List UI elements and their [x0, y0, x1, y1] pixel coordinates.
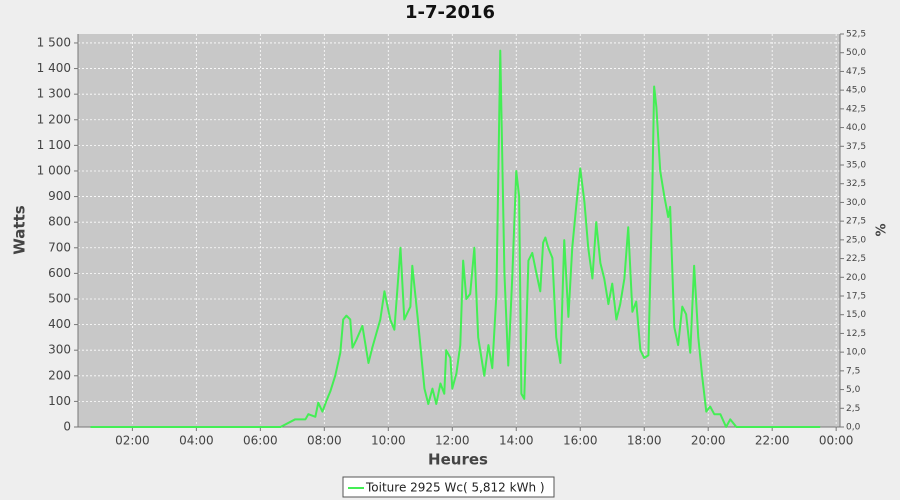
- y-tick-label: 1 400: [37, 61, 71, 75]
- x-tick-label: 20:00: [691, 434, 726, 448]
- y2-tick-label: 32,5: [846, 179, 866, 189]
- y-tick-label: 500: [48, 291, 71, 305]
- plot-area: [78, 34, 840, 427]
- y2-tick-label: 7,5: [846, 366, 860, 376]
- x-tick-label: 04:00: [179, 434, 214, 448]
- y-tick-label: 100: [48, 394, 71, 408]
- y2-tick-label: 2,5: [846, 404, 860, 414]
- y-tick-label: 1 200: [37, 112, 71, 126]
- y-tick-label: 200: [48, 368, 71, 382]
- y2-tick-label: 5,0: [846, 385, 861, 395]
- y-tick-label: 0: [63, 420, 71, 434]
- y2-tick-label: 52,5: [846, 30, 866, 40]
- y2-tick-label: 25,0: [846, 235, 866, 245]
- y-tick-label: 800: [48, 215, 71, 229]
- x-tick-label: 12:00: [435, 434, 470, 448]
- y2-tick-label: 50,0: [846, 48, 866, 58]
- y2-tick-label: 35,0: [846, 161, 866, 171]
- x-tick-label: 02:00: [115, 434, 150, 448]
- x-tick-label: 16:00: [563, 434, 598, 448]
- x-tick-label: 06:00: [243, 434, 278, 448]
- y-tick-label: 1 000: [37, 163, 71, 177]
- y-axis-label: Watts: [11, 205, 29, 254]
- x-tick-label: 10:00: [371, 434, 406, 448]
- y-tick-label: 600: [48, 266, 71, 280]
- x-tick-label: 08:00: [307, 434, 342, 448]
- y2-tick-label: 17,5: [846, 292, 866, 302]
- chart-title: 1-7-2016: [405, 2, 495, 23]
- y-tick-label: 1 300: [37, 87, 71, 101]
- legend: [342, 476, 555, 498]
- x-tick-label: 00:00: [819, 434, 854, 448]
- y2-tick-label: 40,0: [846, 123, 866, 133]
- y-tick-label: 300: [48, 343, 71, 357]
- y2-tick-label: 47,5: [846, 67, 866, 77]
- x-tick-label: 22:00: [755, 434, 790, 448]
- y2-tick-label: 10,0: [846, 348, 866, 358]
- y2-axis-label: %: [875, 223, 890, 236]
- y2-tick-label: 0,0: [846, 423, 861, 433]
- y2-tick-label: 30,0: [846, 198, 866, 208]
- y-tick-label: 700: [48, 240, 71, 254]
- x-tick-label: 14:00: [499, 434, 534, 448]
- y2-tick-label: 27,5: [846, 217, 866, 227]
- y-tick-label: 1 500: [37, 35, 71, 49]
- y2-tick-label: 22,5: [846, 254, 866, 264]
- y2-tick-label: 42,5: [846, 104, 866, 114]
- y2-tick-label: 45,0: [846, 86, 866, 96]
- legend-label: Toiture 2925 Wc( 5,812 kWh ): [365, 481, 545, 495]
- y2-tick-label: 20,0: [846, 273, 866, 283]
- y2-tick-label: 37,5: [846, 142, 866, 152]
- x-tick-label: 18:00: [627, 434, 662, 448]
- line: [90, 49, 821, 428]
- x-axis-label: Heures: [428, 451, 488, 469]
- y2-tick-label: 12,5: [846, 329, 866, 339]
- y2-tick-label: 15,0: [846, 310, 866, 320]
- y-tick-label: 1 100: [37, 138, 71, 152]
- y-tick-label: 400: [48, 317, 71, 331]
- y-tick-label: 900: [48, 189, 71, 203]
